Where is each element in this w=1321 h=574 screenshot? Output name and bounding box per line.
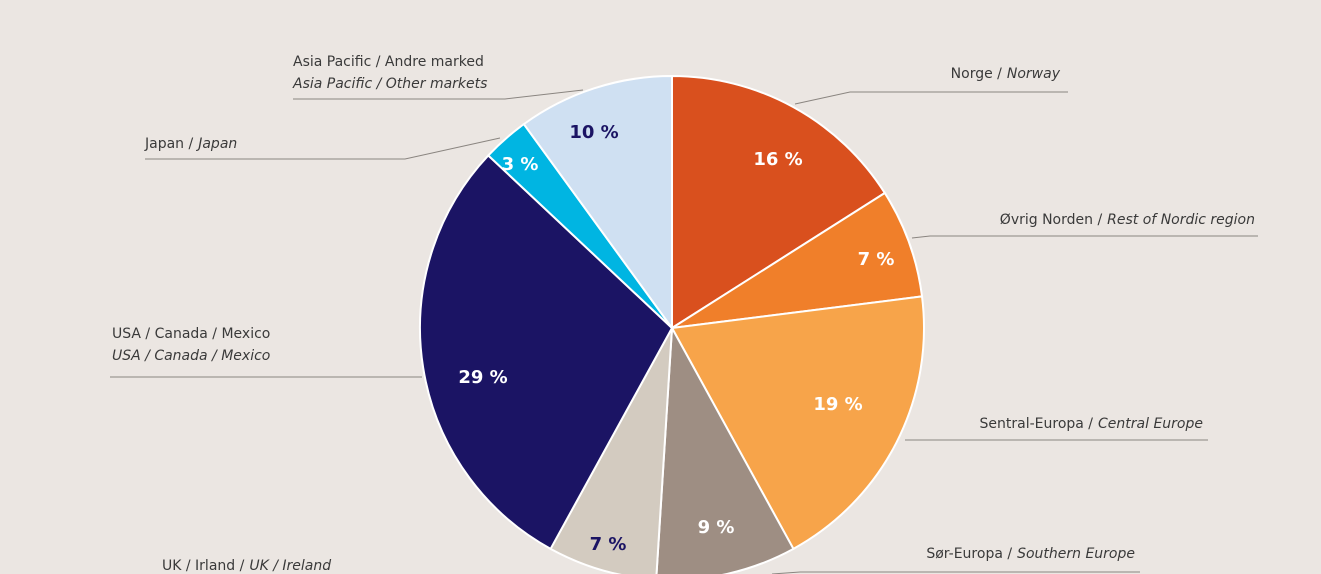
category-label: Sør-Europa / Southern Europe [926,546,1135,562]
leader-line [794,91,1068,105]
value-label: 7 % [590,534,627,555]
leader-line [911,235,1258,239]
category-name-en: Southern Europe [1017,546,1135,562]
leader-line [771,571,1140,574]
category-label: Sentral-Europa / Central Europe [980,416,1203,432]
value-label: 9 % [698,517,735,538]
pie-slice [419,154,674,551]
category-name-en: Asia Pacific / Other markets [292,76,487,92]
category-name-en: UK / Ireland [249,558,331,574]
category-name-en: Rest of Nordic region [1107,212,1255,228]
pie-slice [670,295,925,551]
category-name-en: Norway [1007,66,1061,82]
value-label: 19 % [813,394,862,415]
value-label: 16 % [753,149,802,170]
category-name: Sentral-Europa / [980,416,1094,432]
value-label: 29 % [458,367,507,388]
value-label: 7 % [858,249,895,270]
value-label: 3 % [502,154,539,175]
category-name: Norge / [951,66,1002,82]
category-label: Asia Pacific / Andre marked Asia Pacific … [292,54,487,92]
category-name: Japan / [144,136,193,152]
category-label: Øvrig Norden / Rest of Nordic region [1000,212,1255,228]
pie-slice [671,74,887,330]
category-name: Sør-Europa / [926,546,1012,562]
category-name: UK / Irland / [162,558,245,574]
category-name: USA / Canada / Mexico [112,326,270,342]
category-label: UK / Irland / UK / Ireland [162,558,331,574]
pie-slice [549,327,673,574]
leader-line [145,137,501,160]
leader-line [293,89,584,100]
pie-slice [522,74,673,332]
category-label: USA / Canada / Mexico USA / Canada / Mexi… [112,326,270,364]
category-name-en: Central Europe [1098,416,1203,432]
category-label: Japan / Japan [144,136,237,152]
value-label: 10 % [569,122,618,143]
category-name: Øvrig Norden / [1000,212,1103,228]
category-label: Norge / Norway [951,66,1061,82]
pie-slice [671,191,924,329]
category-name-en: Japan [195,136,237,152]
category-name-en: USA / Canada / Mexico [112,348,270,364]
category-name: Asia Pacific / Andre marked [293,54,484,70]
